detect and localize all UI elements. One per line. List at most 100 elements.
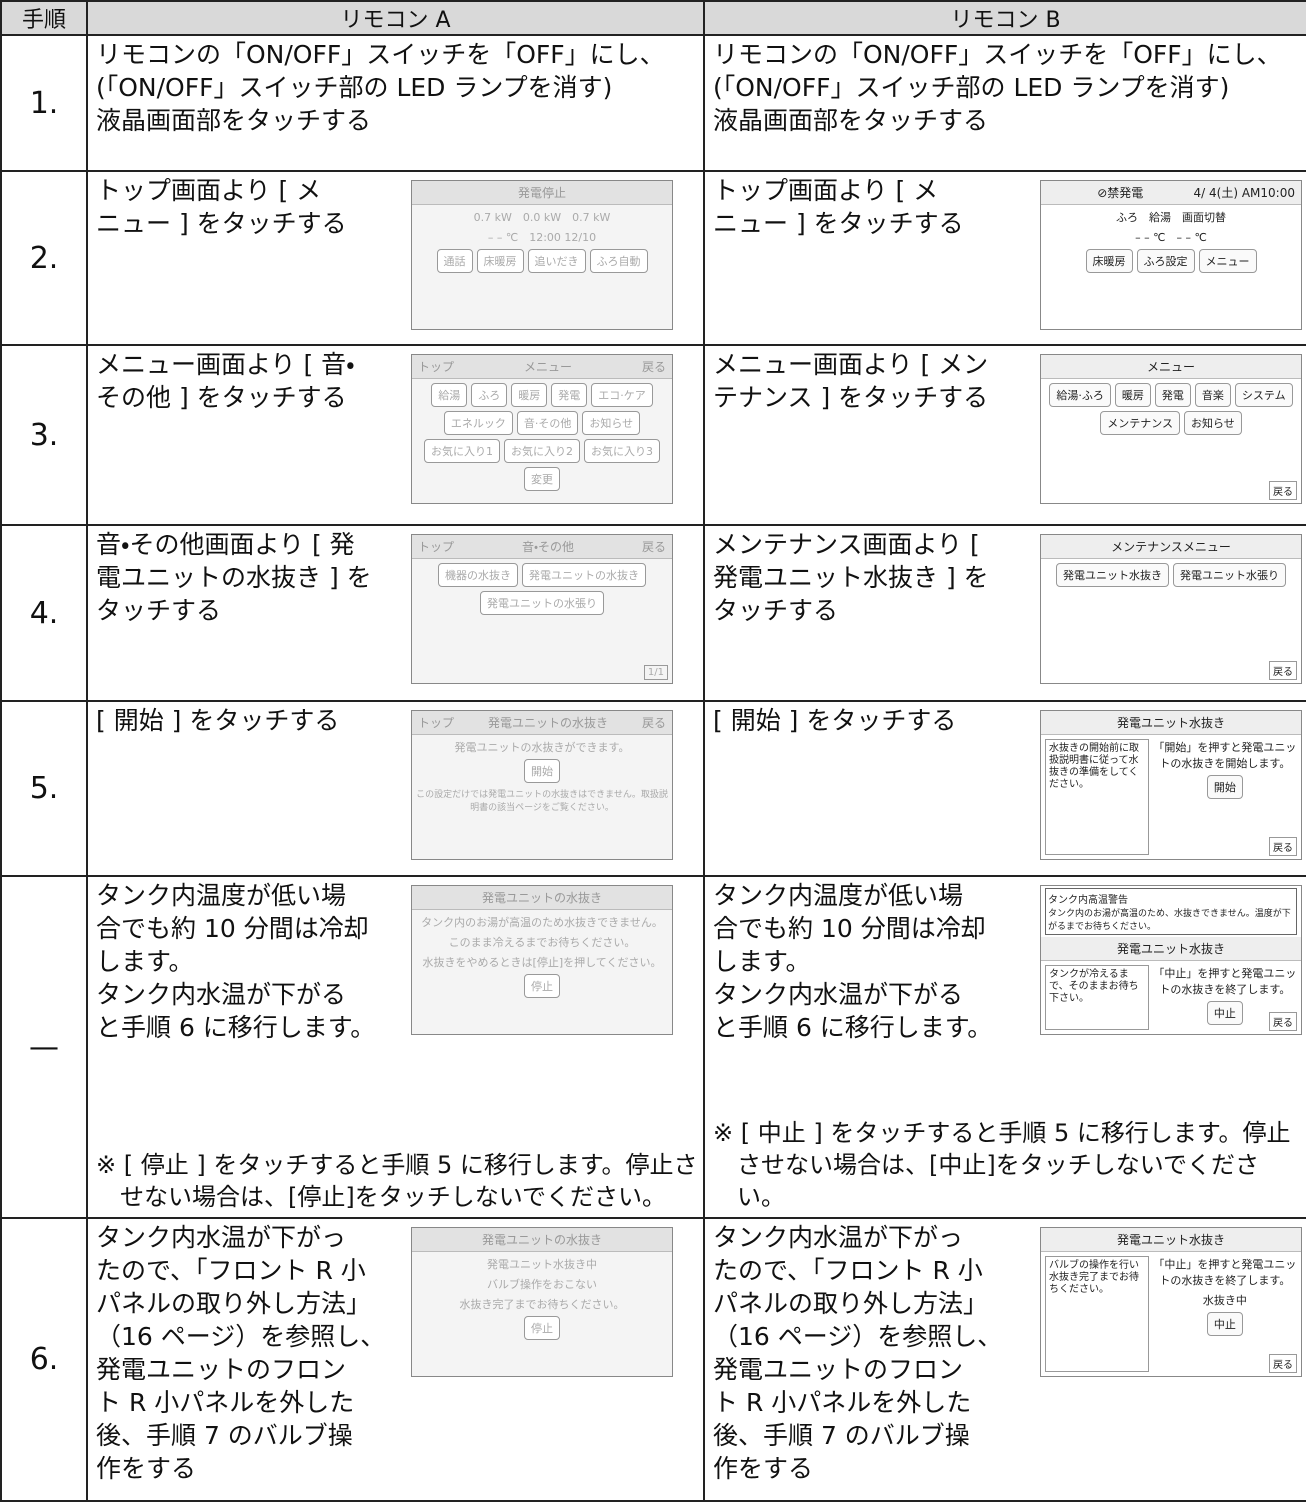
remote-a-cell: トップ画面より [ メ ニュー ] をタッチする 発電停止 0.7 kW 0.0 k… (86, 170, 705, 346)
screen-line: 0.7 kW 0.0 kW 0.7 kW (473, 211, 611, 224)
screen-title: メニュー (523, 360, 572, 374)
warning-title: タンク内高温警告 (1048, 895, 1128, 906)
back-button: 戻る (1269, 1012, 1297, 1031)
step-number: 4. (0, 524, 88, 702)
back-button: 戻る (1269, 661, 1297, 680)
remote-screen: 発電ユニット水抜き バルブの操作を行い水抜き完了までお待ちください。 「中止」を押す… (1040, 1227, 1302, 1377)
screen-note: この設定だけでは発電ユニットの水抜きはできません。取扱説明書の該当ページをご覧く… (416, 790, 668, 813)
header-a: リモコン A (86, 0, 705, 36)
screen-button: お知らせ (1184, 411, 1242, 435)
button-group: 開始 (524, 759, 560, 783)
remote-a-cell: [ 開始 ] をタッチする トップ 発電ユニットの水抜き 戻る 発電ユニットの水抜きがで… (86, 700, 705, 877)
screen-button: お気に入り3 (584, 439, 660, 463)
screen-button: 追いだき (527, 249, 586, 273)
screen-button: 発電 (1154, 383, 1191, 407)
button-group: 中止 (1206, 1312, 1243, 1336)
remote-b-cell: タンク内温度が低い場 合でも約 10 分間は冷却 します。 タンク内水温が下がる… (703, 875, 1306, 1219)
screen-button: エコ·ケア (591, 383, 653, 407)
screen-button: メニュー (1198, 249, 1257, 273)
remote-b-cell: メンテナンス画面より [ 発電ユニット水抜き ] を タッチする メンテナンスメニ… (703, 524, 1306, 702)
screen-button: 暖房 (511, 383, 548, 407)
screen-button: 通話 (436, 249, 473, 273)
step-row: — タンク内温度が低い場 合でも約 10 分間は冷却 します。 タンク内水温が下が… (0, 875, 1306, 1219)
remote-screen: メンテナンスメニュー 発電ユニット水抜き 発電ユニット水張り 戻る (1040, 534, 1302, 684)
screen-title: 発電ユニットの水抜き (481, 891, 602, 905)
screen-line: 発電ユニットの水抜きができます。 (454, 741, 630, 754)
remote-b-cell: [ 開始 ] をタッチする 発電ユニット水抜き 水抜きの開始前に取扱説明書に従って水… (703, 700, 1306, 877)
screen-button: 発電ユニットの水張り (480, 591, 604, 615)
screen-button: ふろ (471, 383, 508, 407)
screen-body: 水抜きの開始前に取扱説明書に従って水抜きの準備をしてください。 「開始」を押すと発… (1041, 735, 1301, 859)
screen-line: – – ℃ – – ℃ (1135, 231, 1207, 244)
back-button: 戻る (1269, 481, 1297, 500)
step-row: 5.[ 開始 ] をタッチする トップ 発電ユニットの水抜き 戻る 発電ユニットの水抜き… (0, 700, 1306, 877)
warning-box: タンク内高温警告 タンク内のお湯が高温のため、水抜きできません。温度が下がるまでお… (1045, 888, 1297, 935)
screen-body: 0.7 kW 0.0 kW 0.7 kW – – ℃ 12:00 12/10 通話床… (412, 205, 672, 329)
footnote: ※ [ 停止 ] をタッチすると手順 5 に移行します。停止させない場合は、[停… (96, 1151, 698, 1211)
screen-button: 給湯 (431, 383, 468, 407)
corner-right: 4/ 4(土) AM10:00 (1193, 186, 1295, 200)
header-step: 手順 (0, 0, 88, 36)
screen-button: 機器の水抜き (438, 563, 518, 587)
screen-button: 給湯·ふろ (1049, 383, 1111, 407)
screen-title-bar: トップ メニュー 戻る (412, 355, 672, 379)
step-row: 6. タンク内水温が下がっ たので、「フロント R 小 パネルの取り外し方法」 （… (0, 1217, 1306, 1502)
remote-screen: 発電停止 0.7 kW 0.0 kW 0.7 kW – – ℃ 12:00 12/1… (411, 180, 673, 330)
screen-button: 床暖房 (476, 249, 524, 273)
corner-right: 戻る (641, 540, 666, 554)
header-b: リモコン B (703, 0, 1306, 36)
remote-a-cell: メニュー画面より [ 音・ その他 ] をタッチする トップ メニュー 戻る 給湯 ふろ暖… (86, 344, 705, 526)
step-number: — (0, 875, 88, 1219)
screen-title-bar: 発電ユニット水抜き (1041, 937, 1301, 961)
side-text: バルブの操作を行い水抜き完了までお待ちください。 (1045, 1256, 1149, 1372)
screen-body: 発電ユニット水抜き 発電ユニット水張り (1041, 559, 1301, 683)
screen-body: 発電ユニットの水抜きができます。開始この設定だけでは発電ユニットの水抜きはできま… (412, 735, 672, 859)
screen-button: 開始 (1206, 775, 1243, 799)
screen-title-bar: トップ 音・その他 戻る (412, 535, 672, 559)
screen-button: 発電ユニット水張り (1173, 563, 1286, 587)
remote-screen: メニュー 給湯·ふろ 暖房 発電 音楽 システム メンテナンス お知らせ 戻る (1040, 354, 1302, 504)
remote-a-cell: タンク内温度が低い場 合でも約 10 分間は冷却 します。 タンク内水温が下がる… (86, 875, 705, 1219)
screen-title: ⊘禁発電 (1097, 186, 1144, 200)
screen-line: タンク内のお湯が高温のため水抜きできません。 (421, 916, 663, 929)
back-button: 戻る (1269, 837, 1297, 856)
step-row: 1. リモコンの「ON/OFF」スイッチを「OFF」にし、 (「ON/OFF」スイ… (0, 34, 1306, 172)
screen-button: 発電ユニットの水抜き (522, 563, 646, 587)
instruction-text: タンク内水温が下がっ たので、「フロント R 小 パネルの取り外し方法」 （16… (713, 1223, 1003, 1483)
remote-a-cell: リモコンの「ON/OFF」スイッチを「OFF」にし、 (「ON/OFF」スイッチ… (86, 34, 705, 172)
screen-main: 「中止」を押すと発電ユニットの水抜きを終了します。 水抜き中 中止 (1153, 1256, 1297, 1372)
instruction-text: メニュー画面より [ 音・ その他 ] をタッチする (96, 350, 355, 412)
screen-body: 給湯·ふろ 暖房 発電 音楽 システム メンテナンス お知らせ (1041, 379, 1301, 503)
screen-line: このまま冷えるまでお待ちください。 (448, 936, 636, 949)
step-row: 4. 音・その他画面より [ 発 電ユニットの水抜き ] を タッチする トップ 音・… (0, 524, 1306, 702)
instruction-text: トップ画面より [ メ ニュー ] をタッチする (713, 176, 964, 238)
screen-title-bar: 発電停止 (412, 181, 672, 205)
screen-line: 水抜き中 (1202, 1294, 1247, 1307)
screen-title: 発電ユニット水抜き (1116, 1233, 1225, 1247)
screen-button: メンテナンス (1100, 411, 1180, 435)
screen-body: タンクが冷えるまで、そのままお待ち下さい。 「中止」を押すと発電ユニットの水抜きを… (1041, 961, 1301, 1034)
screen-main: 「開始」を押すと発電ユニットの水抜きを開始します。 開始 (1153, 739, 1297, 855)
button-group: 通話 床暖房 追いだき ふろ自動 (436, 249, 648, 273)
screen-main: 0.7 kW 0.0 kW 0.7 kW – – ℃ 12:00 12/10 通話床… (416, 209, 668, 325)
screen-title: 音・その他 (521, 540, 575, 554)
screen-title-bar: 発電ユニットの水抜き (412, 886, 672, 910)
instruction-text: タンク内温度が低い場 合でも約 10 分間は冷却 します。 タンク内水温が下がる… (713, 881, 993, 1042)
corner-right: 戻る (641, 360, 666, 374)
instruction-text: [ 開始 ] をタッチする (96, 706, 340, 735)
footnote: ※ [ 中止 ] をタッチすると手順 5 に移行します。停止させない場合は、[中… (713, 1119, 1291, 1211)
button-group: 給湯 ふろ 暖房 発電 エコ·ケア エネルック 音·その他 お知らせ お気に入り1 お気に入り2 お… (416, 383, 668, 491)
button-group: 停止 (524, 1316, 560, 1340)
instruction-text: メニュー画面より [ メン テナンス ] をタッチする (713, 350, 989, 412)
instruction-text: 音・その他画面より [ 発 電ユニットの水抜き ] を タッチする (96, 530, 372, 625)
screen-button: ふろ自動 (589, 249, 648, 273)
screen-button: 床暖房 (1085, 249, 1133, 273)
remote-screen: 発電ユニットの水抜きタンク内のお湯が高温のため水抜きできません。 このまま冷えるま… (411, 885, 673, 1035)
back-button: 戻る (1269, 1354, 1297, 1373)
screen-title-bar: トップ 発電ユニットの水抜き 戻る (412, 711, 672, 735)
screen-button: 開始 (524, 759, 560, 783)
screen-title: 発電停止 (517, 186, 566, 200)
instruction-text: トップ画面より [ メ ニュー ] をタッチする (96, 176, 347, 238)
screen-title: 発電ユニットの水抜き (487, 716, 608, 730)
